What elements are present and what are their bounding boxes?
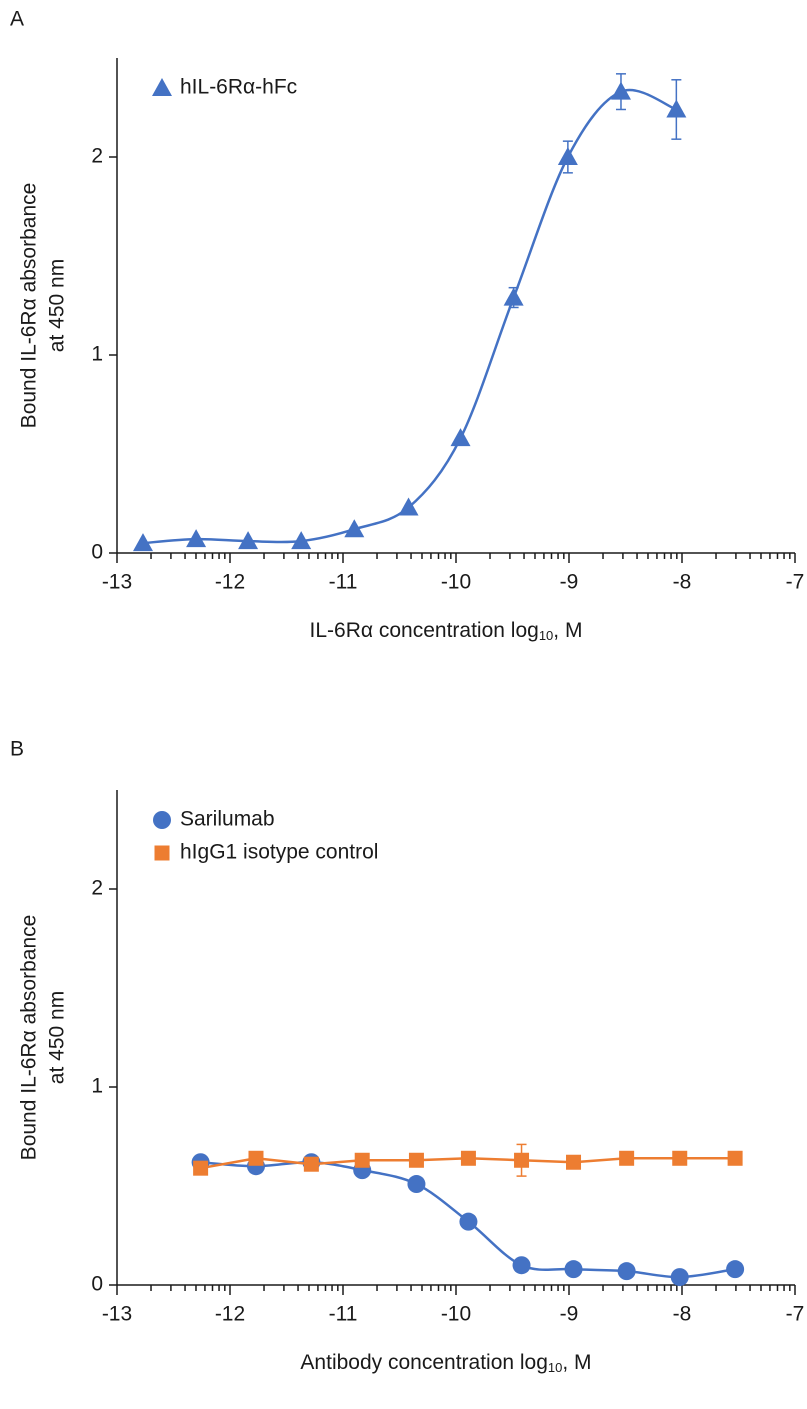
y-tick-label: 0 bbox=[91, 1273, 103, 1296]
x-tick-label: -13 bbox=[102, 1303, 132, 1326]
x-axis-label-part: , M bbox=[553, 619, 582, 642]
marker bbox=[503, 287, 524, 306]
x-axis-label-part: 10 bbox=[548, 1360, 562, 1375]
marker bbox=[193, 1160, 209, 1176]
x-axis-label-part: , M bbox=[562, 1351, 591, 1374]
marker bbox=[238, 531, 259, 550]
y-tick-label: 0 bbox=[91, 541, 103, 564]
y-axis-label: at 450 nm bbox=[46, 259, 69, 352]
x-tick-label: -8 bbox=[673, 1303, 692, 1326]
y-tick-label: 2 bbox=[91, 145, 103, 168]
x-tick-label: -12 bbox=[215, 1303, 245, 1326]
marker bbox=[407, 1175, 426, 1194]
marker bbox=[726, 1260, 745, 1279]
x-axis-label: IL-6Rα concentration log10, M bbox=[310, 619, 583, 644]
y-tick-label: 1 bbox=[91, 343, 103, 366]
x-axis-label-part: 10 bbox=[539, 628, 553, 643]
x-axis-label: Antibody concentration log10, M bbox=[300, 1351, 591, 1376]
marker bbox=[132, 533, 153, 552]
marker bbox=[670, 1268, 689, 1287]
marker bbox=[291, 531, 312, 550]
marker bbox=[566, 1154, 582, 1170]
x-tick-label: -10 bbox=[441, 571, 471, 594]
y-tick-label: 2 bbox=[91, 877, 103, 900]
marker bbox=[514, 1152, 530, 1168]
y-axis-label: Bound IL-6Rα absorbance bbox=[18, 183, 41, 429]
x-tick-label: -13 bbox=[102, 571, 132, 594]
marker bbox=[672, 1150, 688, 1166]
marker bbox=[460, 1150, 476, 1166]
y-axis-label: at 450 nm bbox=[46, 991, 69, 1084]
marker bbox=[617, 1262, 636, 1281]
x-tick-label: -10 bbox=[441, 1303, 471, 1326]
x-tick-label: -11 bbox=[329, 1303, 358, 1326]
marker bbox=[344, 519, 365, 538]
legend-label: hIL-6Rα-hFc bbox=[180, 76, 297, 99]
marker bbox=[619, 1150, 635, 1166]
x-axis-label-part: IL-6Rα concentration log bbox=[310, 619, 539, 642]
marker bbox=[610, 81, 631, 100]
y-axis-label: Bound IL-6Rα absorbance bbox=[18, 915, 41, 1161]
x-tick-label: -8 bbox=[673, 571, 692, 594]
legend-marker bbox=[154, 845, 170, 861]
x-tick-label: -9 bbox=[560, 571, 579, 594]
y-tick-label: 1 bbox=[91, 1075, 103, 1098]
panel-label: A bbox=[10, 8, 24, 31]
marker bbox=[564, 1260, 583, 1279]
marker bbox=[186, 529, 207, 548]
x-tick-label: -9 bbox=[560, 1303, 579, 1326]
marker bbox=[557, 147, 578, 165]
legend-marker bbox=[152, 78, 172, 96]
panel-label: B bbox=[10, 738, 24, 761]
x-tick-label: -12 bbox=[215, 571, 245, 594]
x-axis-label-part: Antibody concentration log bbox=[300, 1351, 548, 1374]
x-tick-label: -7 bbox=[786, 571, 805, 594]
marker bbox=[727, 1150, 743, 1166]
marker bbox=[354, 1152, 370, 1168]
legend-label: Sarilumab bbox=[180, 808, 275, 831]
marker bbox=[408, 1152, 424, 1168]
marker bbox=[512, 1256, 531, 1275]
marker bbox=[398, 497, 419, 516]
marker bbox=[459, 1212, 478, 1231]
marker bbox=[666, 99, 687, 118]
x-tick-label: -7 bbox=[786, 1303, 805, 1326]
marker bbox=[248, 1150, 264, 1166]
legend-marker bbox=[153, 811, 171, 829]
marker bbox=[450, 428, 471, 447]
series-line bbox=[142, 88, 677, 545]
x-tick-label: -11 bbox=[329, 571, 358, 594]
marker bbox=[303, 1156, 319, 1172]
legend-label: hIgG1 isotype control bbox=[180, 841, 378, 864]
